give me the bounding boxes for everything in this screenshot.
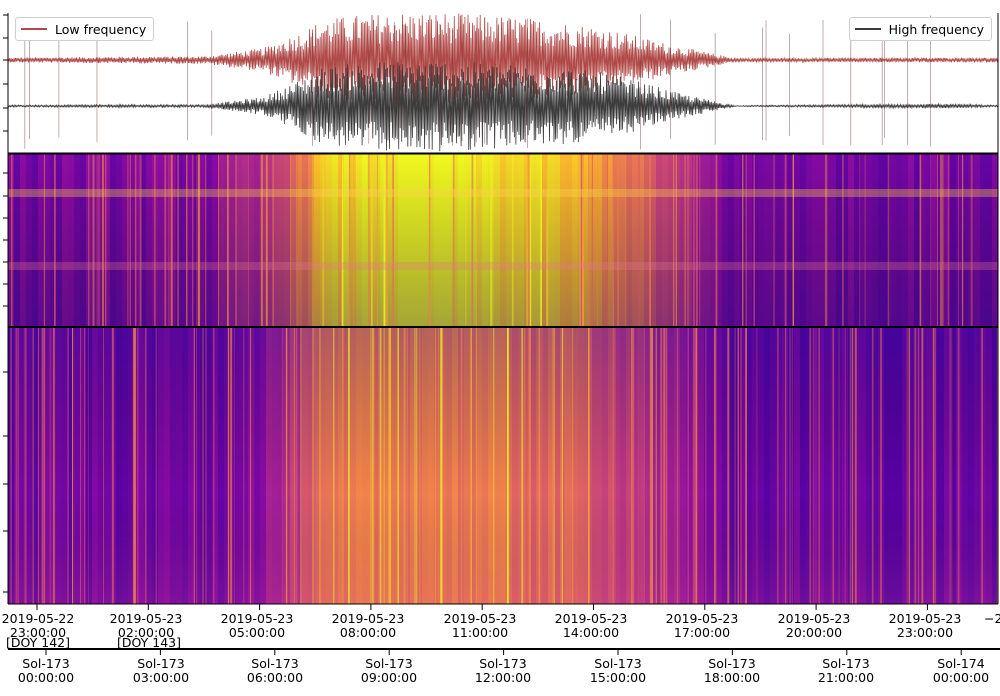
utc-axis-ticks [36, 604, 928, 610]
utc-tick-label-3: 2019-05-23 08:00:00 [331, 611, 405, 640]
left-axis-ticks [3, 14, 8, 593]
utc-tick-label-0: 2019-05-22 23:00:00 [1, 611, 75, 640]
doy-label-142: [DOY 142] [6, 635, 71, 650]
utc-tick-label-4: 2019-05-23 11:00:00 [443, 611, 517, 640]
legend-swatch-high [854, 28, 881, 30]
lmst-tick-label-2: Sol-173 06:00:00 [246, 656, 304, 685]
utc-tick-label-2: 2019-05-23 05:00:00 [220, 611, 294, 640]
lmst-tick-label-6: Sol-173 18:00:00 [703, 656, 761, 685]
trace-low-frequency [8, 13, 998, 108]
utc-tick-label-1: 2019-05-23 02:00:00 [109, 611, 183, 640]
trace-lines [8, 13, 998, 152]
utc-tick-label-6: 2019-05-23 17:00:00 [665, 611, 739, 640]
utc-tick-label-cut: −2 [984, 611, 1000, 626]
lmst-tick-label-0: Sol-173 00:00:00 [17, 656, 75, 685]
utc-tick-label-8: 2019-05-23 23:00:00 [888, 611, 962, 640]
spectrogram-lower [8, 328, 998, 604]
lmst-tick-label-4: Sol-173 12:00:00 [474, 656, 532, 685]
legend-label-high: High frequency [888, 21, 984, 37]
trace-high-frequency [8, 61, 998, 152]
doy-label-143: [DOY 143] [117, 635, 182, 650]
utc-tick-label-5: 2019-05-23 14:00:00 [554, 611, 628, 640]
lmst-tick-label-5: Sol-173 15:00:00 [589, 656, 647, 685]
resonance-band-high [8, 189, 998, 197]
legend-high-frequency: High frequency [848, 17, 992, 41]
lmst-tick-label-7: Sol-173 21:00:00 [817, 656, 875, 685]
spectrogram-upper-shade [8, 154, 998, 326]
lmst-tick-label-8: Sol-174 00:00:00 [932, 656, 990, 685]
legend-label-low: Low frequency [55, 21, 147, 37]
resonance-band-low [8, 262, 998, 270]
lmst-tick-label-3: Sol-173 09:00:00 [360, 656, 418, 685]
lmst-tick-label-1: Sol-173 03:00:00 [132, 656, 190, 685]
lmst-axis-ticks [45, 649, 962, 655]
utc-tick-label-7: 2019-05-23 20:00:00 [777, 611, 851, 640]
legend-swatch-low [21, 28, 47, 30]
spectrogram-upper [8, 154, 998, 326]
legend-low-frequency: Low frequency [15, 17, 155, 41]
